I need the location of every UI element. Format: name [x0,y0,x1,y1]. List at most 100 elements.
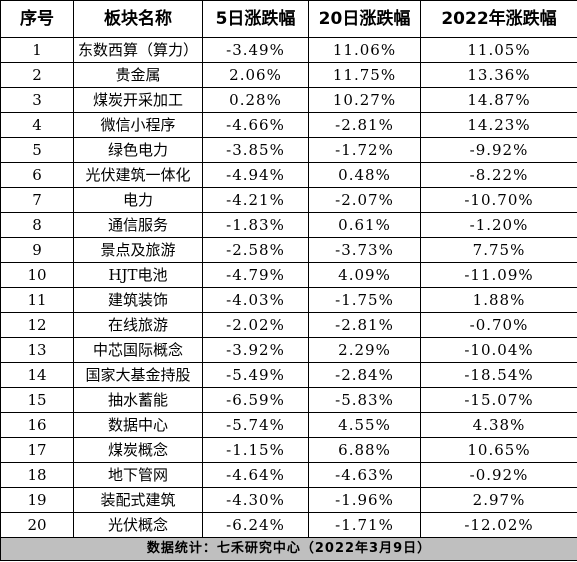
sector-name: 景点及旅游 [73,237,203,263]
change-20day: -1.71% [308,512,421,538]
sector-name: 通信服务 [73,212,203,238]
change-2022: -15.07% [420,387,577,413]
sector-name: 中芯国际概念 [73,337,203,363]
change-5day: -2.02% [202,312,309,338]
row-index: 18 [0,462,74,488]
change-5day: -4.03% [202,287,309,313]
change-5day: -4.64% [202,462,309,488]
change-5day: -6.24% [202,512,309,538]
change-2022: 13.36% [420,62,577,88]
change-5day: -1.15% [202,437,309,463]
change-20day: -1.75% [308,287,421,313]
change-5day: 0.28% [202,87,309,113]
sector-name: 东数西算（算力） [73,37,203,63]
change-2022: -12.02% [420,512,577,538]
change-20day: -2.81% [308,112,421,138]
sector-name: 在线旅游 [73,312,203,338]
header-index: 序号 [0,0,74,38]
change-5day: 2.06% [202,62,309,88]
table-row: 7 电力 -4.21% -2.07% -10.70% [0,187,577,213]
row-index: 3 [0,87,74,113]
table-row: 8 通信服务 -1.83% 0.61% -1.20% [0,212,577,238]
change-2022: -11.09% [420,262,577,288]
header-2022-change: 2022年涨跌幅 [420,0,577,38]
change-20day: 10.27% [308,87,421,113]
row-index: 15 [0,387,74,413]
change-2022: -10.70% [420,187,577,213]
change-2022: -1.20% [420,212,577,238]
header-20day-change: 20日涨跌幅 [308,0,421,38]
sector-name: 地下管网 [73,462,203,488]
row-index: 19 [0,487,74,513]
change-5day: -4.79% [202,262,309,288]
change-5day: -4.66% [202,112,309,138]
table-row: 4 微信小程序 -4.66% -2.81% 14.23% [0,112,577,138]
change-20day: -2.07% [308,187,421,213]
change-5day: -4.30% [202,487,309,513]
table-row: 9 景点及旅游 -2.58% -3.73% 7.75% [0,237,577,263]
change-20day: 6.88% [308,437,421,463]
change-20day: 4.09% [308,262,421,288]
change-2022: -0.92% [420,462,577,488]
change-20day: 2.29% [308,337,421,363]
change-20day: -2.84% [308,362,421,388]
table-row: 11 建筑装饰 -4.03% -1.75% 1.88% [0,287,577,313]
change-5day: -1.83% [202,212,309,238]
change-20day: -1.96% [308,487,421,513]
sector-name: 煤炭概念 [73,437,203,463]
change-2022: 10.65% [420,437,577,463]
table-row: 12 在线旅游 -2.02% -2.81% -0.70% [0,312,577,338]
table-row: 6 光伏建筑一体化 -4.94% 0.48% -8.22% [0,162,577,188]
change-5day: -6.59% [202,387,309,413]
table-row: 19 装配式建筑 -4.30% -1.96% 2.97% [0,487,577,513]
row-index: 2 [0,62,74,88]
change-20day: -3.73% [308,237,421,263]
table-row: 15 抽水蓄能 -6.59% -5.83% -15.07% [0,387,577,413]
table-row: 20 光伏概念 -6.24% -1.71% -12.02% [0,512,577,538]
header-5day-change: 5日涨跌幅 [202,0,309,38]
sector-name: 光伏概念 [73,512,203,538]
change-5day: -5.49% [202,362,309,388]
change-20day: -4.63% [308,462,421,488]
row-index: 5 [0,137,74,163]
change-2022: 11.05% [420,37,577,63]
table-row: 14 国家大基金持股 -5.49% -2.84% -18.54% [0,362,577,388]
row-index: 13 [0,337,74,363]
change-2022: 2.97% [420,487,577,513]
data-source-note: 数据统计：七禾研究中心（2022年3月9日） [0,537,577,561]
row-index: 16 [0,412,74,438]
row-index: 8 [0,212,74,238]
table-row: 1 东数西算（算力） -3.49% 11.06% 11.05% [0,37,577,63]
change-20day: -5.83% [308,387,421,413]
change-20day: 11.06% [308,37,421,63]
sector-name: 电力 [73,187,203,213]
change-20day: 4.55% [308,412,421,438]
row-index: 14 [0,362,74,388]
row-index: 11 [0,287,74,313]
sector-name: 国家大基金持股 [73,362,203,388]
row-index: 1 [0,37,74,63]
table-row: 17 煤炭概念 -1.15% 6.88% 10.65% [0,437,577,463]
table-row: 13 中芯国际概念 -3.92% 2.29% -10.04% [0,337,577,363]
change-2022: 14.23% [420,112,577,138]
table-row: 3 煤炭开采加工 0.28% 10.27% 14.87% [0,87,577,113]
change-2022: -0.70% [420,312,577,338]
sector-name: 绿色电力 [73,137,203,163]
row-index: 10 [0,262,74,288]
change-2022: -9.92% [420,137,577,163]
row-index: 6 [0,162,74,188]
change-5day: -3.85% [202,137,309,163]
change-2022: -10.04% [420,337,577,363]
sector-name: HJT电池 [73,262,203,288]
row-index: 17 [0,437,74,463]
sector-name: 煤炭开采加工 [73,87,203,113]
change-2022: -8.22% [420,162,577,188]
change-5day: -4.21% [202,187,309,213]
change-2022: 7.75% [420,237,577,263]
table-row: 18 地下管网 -4.64% -4.63% -0.92% [0,462,577,488]
header-row: 序号 板块名称 5日涨跌幅 20日涨跌幅 2022年涨跌幅 [0,0,577,38]
change-5day: -3.92% [202,337,309,363]
change-20day: -1.72% [308,137,421,163]
sector-name: 建筑装饰 [73,287,203,313]
